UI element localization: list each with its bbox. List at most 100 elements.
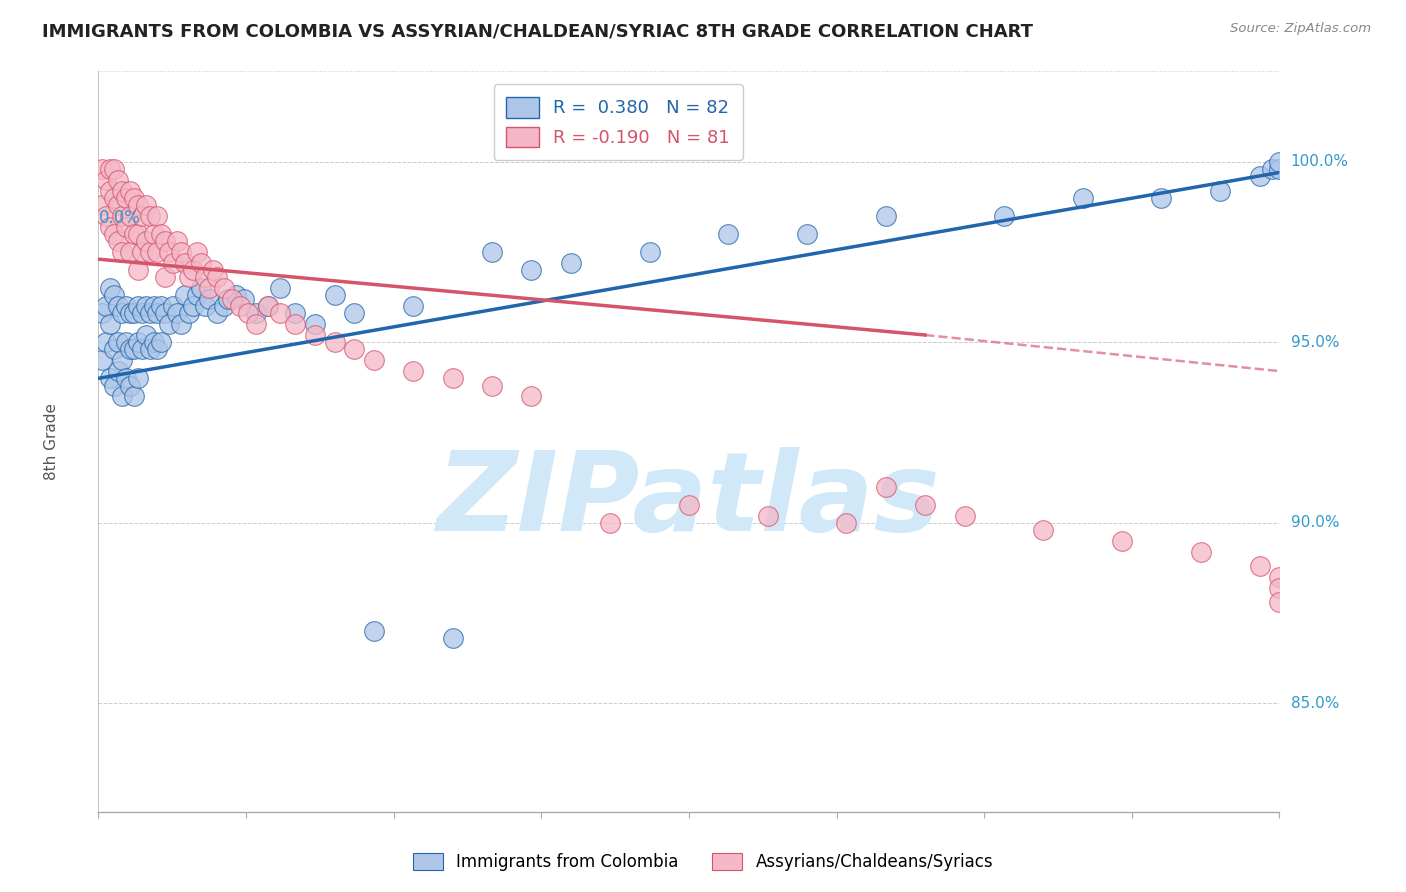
Point <box>269 281 291 295</box>
Point <box>127 371 149 385</box>
Point <box>146 343 169 357</box>
Point <box>1268 154 1291 169</box>
Point <box>402 299 425 313</box>
Point <box>1260 161 1282 176</box>
Legend: R =  0.380   N = 82, R = -0.190   N = 81: R = 0.380 N = 82, R = -0.190 N = 81 <box>494 84 742 160</box>
Point <box>162 256 184 270</box>
Point <box>103 191 125 205</box>
Point <box>111 389 134 403</box>
Point <box>146 209 169 223</box>
Point <box>107 299 129 313</box>
Point <box>914 498 936 512</box>
Text: ZIPatlas: ZIPatlas <box>437 447 941 554</box>
Point <box>1268 570 1291 584</box>
Point <box>217 292 239 306</box>
Point <box>343 343 366 357</box>
Point <box>756 508 779 523</box>
Point <box>1150 191 1173 205</box>
Point <box>118 209 141 223</box>
Point <box>225 288 247 302</box>
Point <box>115 299 138 313</box>
Point <box>190 281 212 295</box>
Point <box>197 292 219 306</box>
Point <box>142 227 165 241</box>
Legend: Immigrants from Colombia, Assyrians/Chaldeans/Syriacs: Immigrants from Colombia, Assyrians/Chal… <box>405 845 1001 880</box>
Point <box>1189 544 1212 558</box>
Point <box>103 161 125 176</box>
Point <box>1268 161 1291 176</box>
Point <box>875 480 897 494</box>
Point <box>118 343 141 357</box>
Point <box>107 198 129 212</box>
Point <box>638 244 661 259</box>
Point <box>127 198 149 212</box>
Point <box>103 227 125 241</box>
Point <box>363 353 385 368</box>
Point <box>127 263 149 277</box>
Point <box>142 299 165 313</box>
Point <box>284 306 307 320</box>
Point <box>115 219 138 234</box>
Point <box>174 256 197 270</box>
Point <box>107 364 129 378</box>
Point <box>1032 523 1054 537</box>
Point <box>678 498 700 512</box>
Point <box>135 299 157 313</box>
Point <box>520 263 543 277</box>
Point <box>953 508 976 523</box>
Point <box>131 244 153 259</box>
Point <box>181 263 204 277</box>
Point <box>190 256 212 270</box>
Text: 100.0%: 100.0% <box>1291 154 1348 169</box>
Point <box>993 209 1015 223</box>
Point <box>323 335 346 350</box>
Point <box>441 632 464 646</box>
Point <box>122 306 145 320</box>
Point <box>103 288 125 302</box>
Point <box>155 270 177 285</box>
Point <box>138 244 160 259</box>
Point <box>229 299 252 313</box>
Point <box>91 306 114 320</box>
Point <box>157 317 180 331</box>
Text: IMMIGRANTS FROM COLOMBIA VS ASSYRIAN/CHALDEAN/SYRIAC 8TH GRADE CORRELATION CHART: IMMIGRANTS FROM COLOMBIA VS ASSYRIAN/CHA… <box>42 22 1033 40</box>
Point <box>1071 191 1094 205</box>
Point <box>111 306 134 320</box>
Point <box>520 389 543 403</box>
Point <box>118 244 141 259</box>
Point <box>115 371 138 385</box>
Point <box>98 161 121 176</box>
Text: 95.0%: 95.0% <box>1291 334 1339 350</box>
Point <box>131 209 153 223</box>
Point <box>146 306 169 320</box>
Point <box>1249 559 1271 574</box>
Point <box>221 292 243 306</box>
Point <box>96 335 118 350</box>
Point <box>170 317 193 331</box>
Point <box>127 299 149 313</box>
Text: 0.0%: 0.0% <box>98 209 141 227</box>
Point <box>269 306 291 320</box>
Point <box>796 227 818 241</box>
Point <box>304 317 326 331</box>
Point <box>1268 595 1291 609</box>
Point <box>835 516 858 530</box>
Point <box>138 343 160 357</box>
Point <box>323 288 346 302</box>
Point <box>142 335 165 350</box>
Point <box>186 288 208 302</box>
Point <box>560 256 582 270</box>
Point <box>98 281 121 295</box>
Point <box>138 306 160 320</box>
Point <box>181 299 204 313</box>
Point <box>118 306 141 320</box>
Point <box>103 378 125 392</box>
Point <box>205 270 228 285</box>
Point <box>205 306 228 320</box>
Point <box>1209 184 1232 198</box>
Point <box>197 281 219 295</box>
Point <box>122 227 145 241</box>
Point <box>127 335 149 350</box>
Point <box>481 378 503 392</box>
Point <box>363 624 385 639</box>
